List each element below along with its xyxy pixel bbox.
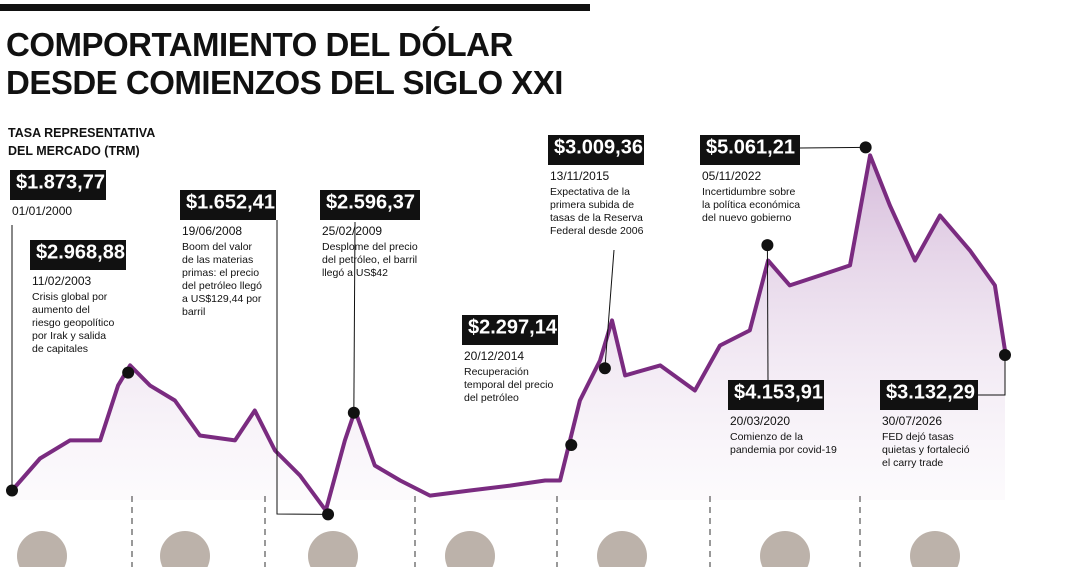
value-box [320, 190, 420, 220]
note-line: del petróleo [464, 392, 519, 404]
value-box [10, 170, 106, 200]
event-point [565, 438, 578, 451]
value-box [728, 380, 824, 410]
note-line: del nuevo gobierno [702, 212, 791, 224]
connector [276, 220, 329, 515]
title: DESDE COMIENZOS DEL SIGLO XXI [6, 64, 563, 101]
connector [766, 245, 769, 381]
event-point [122, 366, 135, 379]
note-line: llegó a US$42 [322, 267, 388, 279]
value-label: $1.652,41 [186, 192, 275, 214]
event-point [598, 362, 611, 375]
date-label: 13/11/2015 [550, 169, 609, 183]
note-line: de las materias [182, 254, 253, 266]
note-line: de capitales [32, 343, 88, 355]
note-line: primas: el precio [182, 267, 259, 279]
date-label: 20/03/2020 [730, 414, 790, 428]
note-line: Comienzo de la [730, 431, 803, 443]
note-line: barril [182, 306, 205, 318]
note-line: Desplome del precio [322, 241, 418, 253]
line [10, 153, 1007, 513]
note-line: Recuperación [464, 366, 529, 378]
note-line: a US$129,44 por [182, 293, 262, 305]
note-line: riesgo geopolítico [32, 317, 114, 329]
connector [353, 221, 356, 413]
note-line: la política económica [702, 199, 800, 211]
event-point [999, 349, 1011, 362]
date-label: 20/12/2014 [464, 349, 524, 363]
note-line: Crisis global por [32, 291, 108, 303]
connector [978, 355, 1006, 396]
connector [799, 146, 866, 149]
value-label: $4.153,91 [734, 382, 823, 404]
presidents [17, 496, 960, 567]
note-line: el carry trade [882, 457, 943, 469]
value-box [30, 240, 126, 270]
note-line: Incertidumbre sobre [702, 186, 796, 198]
value-label: $2.596,37 [326, 192, 415, 214]
date-label: 30/07/2026 [882, 414, 942, 428]
value-label: $1.873,77 [16, 172, 105, 194]
value-box [548, 135, 644, 165]
value-label: $3.132,29 [886, 382, 975, 404]
event-point [761, 239, 774, 252]
note-line: del petróleo llegó [182, 280, 262, 292]
event-point [6, 484, 18, 497]
value-box [462, 315, 558, 345]
value-box [880, 380, 978, 410]
top-bar [0, 4, 590, 11]
note-line: del petróleo, el barril [322, 254, 417, 266]
value-label: $5.061,21 [706, 137, 795, 159]
note-line: Boom del valor [182, 241, 253, 253]
value-label: $2.297,14 [468, 317, 558, 339]
subtitle: DEL MERCADO (TRM) [8, 144, 140, 158]
event-point [347, 406, 360, 419]
event-point [859, 141, 872, 154]
value-label: $2.968,88 [36, 242, 125, 264]
note-line: quietas y fortaleció [882, 444, 970, 456]
date-label: 25/02/2009 [322, 224, 382, 238]
note-line: FED dejó tasas [882, 431, 954, 443]
date-label: 05/11/2022 [702, 169, 761, 183]
note-line: primera subida de [550, 199, 634, 211]
connector [604, 249, 615, 369]
note-line: Expectativa de la [550, 186, 630, 198]
event-point [322, 508, 335, 521]
title: COMPORTAMIENTO DEL DÓLAR [6, 26, 514, 63]
date-label: 11/02/2003 [32, 274, 91, 288]
value-label: $3.009,36 [554, 137, 643, 159]
plot [10, 146, 1007, 515]
note-line: Federal desde 2006 [550, 225, 644, 237]
note-line: aumento del [32, 304, 90, 316]
note-line: por Irak y salida [32, 330, 106, 342]
value-box [180, 190, 276, 220]
date-label: 01/01/2000 [12, 204, 72, 218]
portraits [17, 531, 960, 567]
date-label: 19/06/2008 [182, 224, 242, 238]
note-line: tasas de la Reserva [550, 212, 643, 224]
term-dividers [131, 496, 861, 567]
note-line: temporal del precio [464, 379, 553, 391]
subtitle: TASA REPRESENTATIVA [8, 126, 155, 140]
note-line: pandemia por covid-19 [730, 444, 837, 456]
value-box [700, 135, 800, 165]
